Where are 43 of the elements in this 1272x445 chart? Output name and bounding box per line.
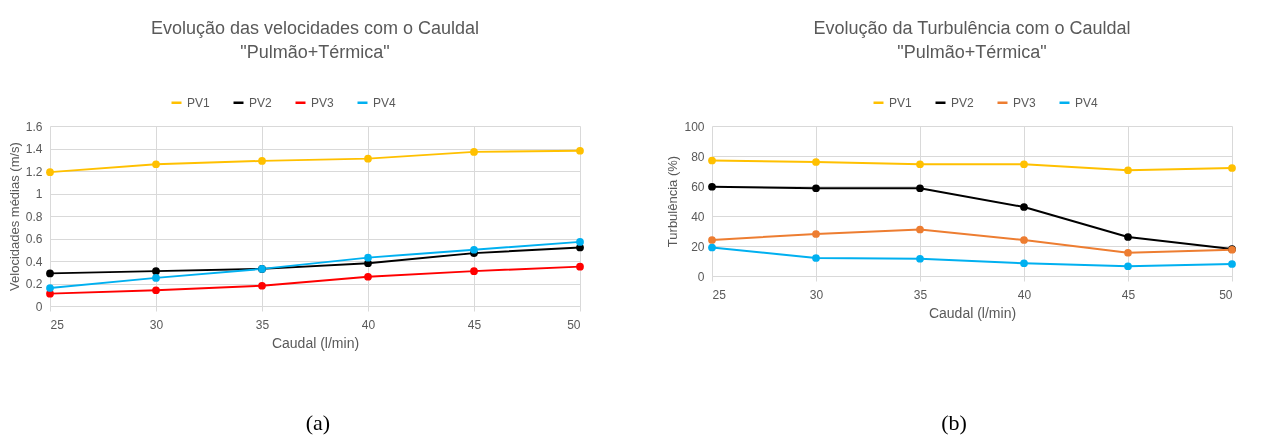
y-axis-title: Velocidades médias (m/s) [6, 142, 22, 291]
x-axis-title: Caudal (l/min) [928, 304, 1017, 321]
legend-label: PV3 [311, 95, 335, 110]
y-tick-label: 0.4 [25, 254, 43, 269]
legend-label: PV1 [187, 95, 211, 110]
legend-label: PV1 [889, 95, 913, 110]
y-tick-label: 0 [697, 269, 705, 284]
y-tick-label: 20 [691, 239, 705, 254]
y-tick-label: 1 [35, 187, 43, 201]
text: (a) [304, 410, 332, 436]
y-tick-label: 100 [684, 119, 705, 134]
y-tick-label: 60 [691, 179, 705, 194]
x-tick-label: 40 [1017, 287, 1032, 302]
legend-label: PV3 [1013, 95, 1037, 110]
legend-label: PV4 [373, 95, 397, 110]
x-tick-label: 25 [712, 287, 727, 302]
x-tick-label: 45 [467, 317, 482, 332]
y-axis-title: Turbulência (%) [665, 155, 681, 248]
x-tick-label: 45 [1121, 287, 1136, 302]
x-tick-label: 40 [361, 317, 376, 332]
legend-label: PV2 [951, 95, 975, 110]
y-tick-label: 1.6 [25, 119, 43, 134]
x-tick-label: 25 [50, 317, 65, 332]
y-tick-label: 40 [691, 209, 705, 224]
chart-title: Evolução das velocidades com o Cauldal "Pulmão+Térmica" [150, 18, 480, 62]
legend-label: PV2 [249, 95, 273, 110]
y-tick-label: 1.2 [25, 164, 43, 179]
chart-title: Evolução da Turbulência com o Cauldal "Pulmão+Térmica" [813, 18, 1131, 62]
y-tick-label: 0.6 [25, 232, 43, 246]
text: (b) [940, 410, 968, 436]
y-tick-label: 0 [35, 299, 43, 314]
x-tick-label: 35 [255, 317, 270, 332]
x-axis-title: Caudal (l/min) [271, 334, 360, 351]
y-tick-label: 0.8 [25, 209, 43, 224]
x-tick-label: 50 [1219, 287, 1233, 302]
x-tick-label: 35 [913, 287, 928, 302]
x-tick-label: 30 [149, 317, 164, 332]
x-tick-label: 50 [567, 317, 581, 332]
y-tick-label: 1.4 [25, 142, 43, 156]
y-tick-label: 0.2 [25, 277, 43, 291]
x-tick-label: 30 [809, 287, 824, 302]
legend-label: PV4 [1075, 95, 1099, 110]
y-tick-label: 80 [691, 149, 705, 164]
